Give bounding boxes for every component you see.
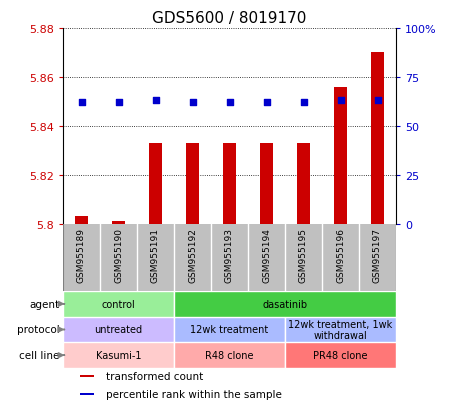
Bar: [371, 53, 384, 224]
Text: untreated: untreated: [94, 325, 143, 335]
Bar: [80, 393, 94, 395]
Point: [115, 100, 122, 107]
Bar: [75, 217, 88, 224]
Point: [337, 98, 344, 104]
Text: 12wk treatment: 12wk treatment: [190, 325, 269, 335]
Bar: [112, 222, 125, 224]
Bar: [297, 144, 310, 224]
Bar: [63, 291, 174, 317]
Title: GDS5600 / 8019170: GDS5600 / 8019170: [152, 12, 307, 26]
Text: GSM955197: GSM955197: [373, 228, 382, 282]
Text: GSM955194: GSM955194: [262, 228, 271, 282]
Text: GSM955191: GSM955191: [151, 228, 160, 282]
Bar: [174, 342, 285, 368]
Bar: [285, 317, 396, 342]
Bar: [285, 342, 396, 368]
Bar: [63, 317, 174, 342]
Point: [152, 98, 159, 104]
Bar: [63, 342, 174, 368]
Bar: [334, 88, 347, 224]
Text: PR48 clone: PR48 clone: [313, 350, 368, 360]
Point: [263, 100, 270, 107]
Text: GSM955190: GSM955190: [114, 228, 123, 282]
Bar: [80, 375, 94, 377]
Text: GSM955193: GSM955193: [225, 228, 234, 282]
Text: 12wk treatment, 1wk
withdrawal: 12wk treatment, 1wk withdrawal: [288, 319, 392, 340]
Text: agent: agent: [30, 299, 60, 309]
Text: Kasumi-1: Kasumi-1: [96, 350, 141, 360]
Text: GSM955195: GSM955195: [299, 228, 308, 282]
Point: [300, 100, 307, 107]
Bar: [149, 144, 162, 224]
Text: GSM955192: GSM955192: [188, 228, 197, 282]
Text: cell line: cell line: [19, 350, 60, 360]
Text: GSM955196: GSM955196: [336, 228, 345, 282]
Text: R48 clone: R48 clone: [205, 350, 254, 360]
Bar: [174, 317, 285, 342]
Text: percentile rank within the sample: percentile rank within the sample: [106, 389, 282, 399]
Point: [189, 100, 196, 107]
Text: control: control: [102, 299, 135, 309]
Text: dasatinib: dasatinib: [262, 299, 307, 309]
Text: protocol: protocol: [17, 325, 60, 335]
Bar: [260, 144, 273, 224]
Point: [78, 100, 85, 107]
Point: [226, 100, 233, 107]
Bar: [223, 144, 236, 224]
Point: [374, 98, 381, 104]
Text: transformed count: transformed count: [106, 371, 203, 381]
Text: GSM955189: GSM955189: [77, 228, 86, 282]
Bar: [186, 144, 199, 224]
Bar: [174, 291, 396, 317]
